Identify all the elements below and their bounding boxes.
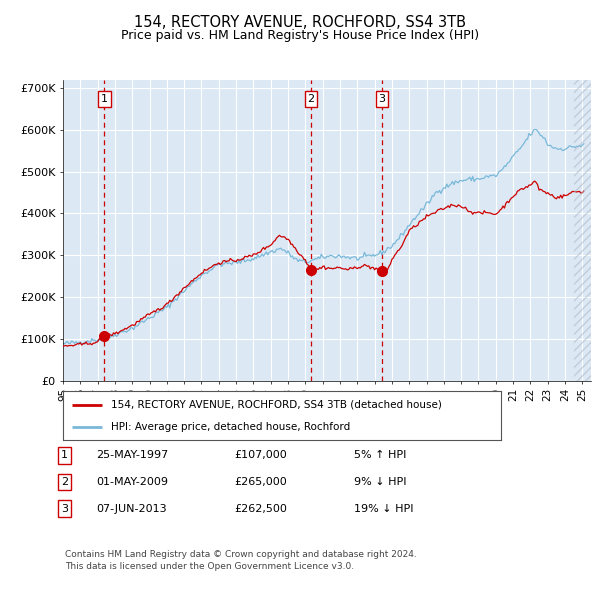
- Text: 07-JUN-2013: 07-JUN-2013: [96, 504, 167, 513]
- Text: 3: 3: [61, 504, 68, 513]
- Text: 19% ↓ HPI: 19% ↓ HPI: [354, 504, 413, 513]
- Text: 154, RECTORY AVENUE, ROCHFORD, SS4 3TB: 154, RECTORY AVENUE, ROCHFORD, SS4 3TB: [134, 15, 466, 30]
- Text: 154, RECTORY AVENUE, ROCHFORD, SS4 3TB (detached house): 154, RECTORY AVENUE, ROCHFORD, SS4 3TB (…: [111, 399, 442, 409]
- Text: Price paid vs. HM Land Registry's House Price Index (HPI): Price paid vs. HM Land Registry's House …: [121, 30, 479, 42]
- Text: 1: 1: [101, 94, 108, 104]
- Text: 5% ↑ HPI: 5% ↑ HPI: [354, 451, 406, 460]
- Bar: [574, 80, 599, 381]
- Text: 01-MAY-2009: 01-MAY-2009: [96, 477, 168, 487]
- Text: Contains HM Land Registry data © Crown copyright and database right 2024.
This d: Contains HM Land Registry data © Crown c…: [65, 550, 416, 571]
- Text: £107,000: £107,000: [234, 451, 287, 460]
- Text: £262,500: £262,500: [234, 504, 287, 513]
- Text: £265,000: £265,000: [234, 477, 287, 487]
- Text: 9% ↓ HPI: 9% ↓ HPI: [354, 477, 407, 487]
- Text: 1: 1: [61, 451, 68, 460]
- Text: 2: 2: [308, 94, 314, 104]
- Text: 2: 2: [61, 477, 68, 487]
- Text: 3: 3: [379, 94, 386, 104]
- Text: 25-MAY-1997: 25-MAY-1997: [96, 451, 168, 460]
- Text: HPI: Average price, detached house, Rochford: HPI: Average price, detached house, Roch…: [111, 422, 350, 432]
